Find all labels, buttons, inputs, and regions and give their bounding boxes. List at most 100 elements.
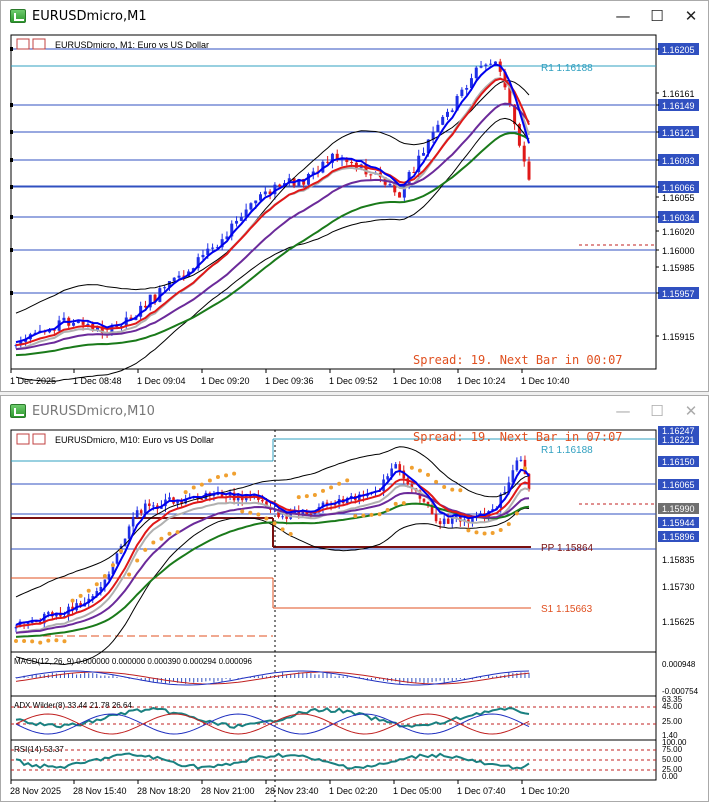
rsi-scale: 25.00 xyxy=(662,765,683,774)
macd-signal xyxy=(15,671,530,685)
sar-dot xyxy=(506,522,511,527)
candle xyxy=(311,171,315,175)
sar-dot xyxy=(466,528,471,533)
candle xyxy=(484,64,488,67)
price-tag xyxy=(658,456,699,467)
maximize-icon[interactable]: ☐ xyxy=(650,402,664,420)
sar-dot xyxy=(102,574,107,579)
price-tag xyxy=(658,287,699,299)
close-icon[interactable]: ✕ xyxy=(684,402,698,420)
candle xyxy=(503,491,507,495)
candle xyxy=(76,321,80,324)
price-tag xyxy=(658,211,699,223)
sar-dot xyxy=(458,488,463,493)
sar-dot xyxy=(127,572,132,577)
price-label: 1.15896 xyxy=(662,532,695,542)
price-tag xyxy=(658,531,699,542)
price-label: 1.15625 xyxy=(662,617,695,627)
time-label: 1 Dec 05:00 xyxy=(393,786,442,796)
candle xyxy=(47,612,50,614)
sar-dot xyxy=(474,530,479,535)
candle xyxy=(228,492,232,498)
candle xyxy=(62,317,66,321)
candle xyxy=(287,178,291,184)
chart-window-m10[interactable]: EURUSDmicro,M10 — ☐ ✕ EURUSDmicro, M10: … xyxy=(0,395,709,802)
sar-dot xyxy=(442,485,447,490)
rsi-scale: 50.00 xyxy=(662,755,683,764)
window-title: EURUSDmicro,M10 xyxy=(32,403,155,419)
sar-dot xyxy=(369,512,374,517)
candle xyxy=(206,248,210,255)
candle xyxy=(345,159,349,163)
candle xyxy=(123,538,127,546)
plot-area xyxy=(10,34,657,370)
ema-fast xyxy=(15,468,530,626)
spread-info: Spread: 19. Next Bar in 07:07 xyxy=(413,430,623,444)
candle xyxy=(115,553,119,564)
candle xyxy=(163,287,167,289)
sar-dot xyxy=(312,493,317,498)
sar-dot xyxy=(78,593,83,598)
window-titlebar[interactable]: EURUSDmicro,M1 — ☐ ✕ xyxy=(1,1,708,31)
candle xyxy=(278,184,282,187)
candle xyxy=(211,247,215,249)
candle xyxy=(515,460,519,471)
candle xyxy=(153,294,157,302)
minimize-icon[interactable]: — xyxy=(615,402,631,420)
candle xyxy=(71,606,74,611)
bollinger-upper xyxy=(15,80,530,314)
chart-window-m1[interactable]: EURUSDmicro,M1 — ☐ ✕ EURUSDmicro, M1: Eu… xyxy=(0,0,709,392)
window-titlebar[interactable]: EURUSDmicro,M10 — ☐ ✕ xyxy=(1,396,708,426)
minimize-icon[interactable]: — xyxy=(615,7,631,25)
price-chart-m10[interactable]: EURUSDmicro, M10: Euro vs US Dollar Sprea… xyxy=(1,426,708,802)
price-chart-m1[interactable]: EURUSDmicro, M1: Euro vs US Dollar R1 1.1… xyxy=(1,31,708,391)
candle xyxy=(527,161,531,180)
level-marker xyxy=(10,248,13,252)
sar-dot xyxy=(14,638,18,643)
candle xyxy=(507,482,511,492)
candle xyxy=(426,501,430,506)
candle xyxy=(196,257,200,269)
candle xyxy=(131,517,135,527)
price-label: 1.15835 xyxy=(662,555,695,565)
price-label: 1.16034 xyxy=(662,213,695,223)
price-tag xyxy=(658,154,699,166)
price-tag xyxy=(658,426,699,436)
candle xyxy=(293,511,297,515)
time-label: 28 Nov 15:40 xyxy=(73,786,127,796)
candle xyxy=(143,503,147,514)
candle xyxy=(281,516,284,518)
sar-dot xyxy=(377,512,382,517)
candle xyxy=(285,516,288,519)
sar-dot xyxy=(94,582,99,587)
candle xyxy=(333,504,337,506)
sar-dot xyxy=(434,479,439,484)
sar-dot xyxy=(224,473,229,478)
adx-minus-di xyxy=(15,713,530,735)
candle xyxy=(139,510,143,514)
ema-mid xyxy=(15,77,530,347)
candle xyxy=(167,281,171,288)
candle xyxy=(172,277,176,282)
adx-label: ADX Wilder(8) 33.44 21.78 26.64 xyxy=(14,701,132,710)
sar-dot xyxy=(417,468,422,473)
maximize-icon[interactable]: ☐ xyxy=(650,7,664,25)
candle xyxy=(335,153,339,161)
sar-dot xyxy=(62,639,67,644)
candle xyxy=(95,591,99,597)
candle xyxy=(325,502,329,505)
close-icon[interactable]: ✕ xyxy=(684,7,698,25)
candle xyxy=(431,132,435,140)
candle xyxy=(412,172,416,174)
macd-line xyxy=(15,670,530,686)
candle xyxy=(158,288,162,302)
chart-menu-icon xyxy=(16,38,30,50)
candle xyxy=(511,470,515,483)
candle xyxy=(259,194,263,201)
sar-dot xyxy=(207,478,212,483)
adx-scale: 1.40 xyxy=(662,731,678,740)
price-label: 1.15944 xyxy=(662,518,695,528)
candle xyxy=(474,67,478,79)
sar-dot xyxy=(167,531,172,536)
candle xyxy=(19,341,23,346)
